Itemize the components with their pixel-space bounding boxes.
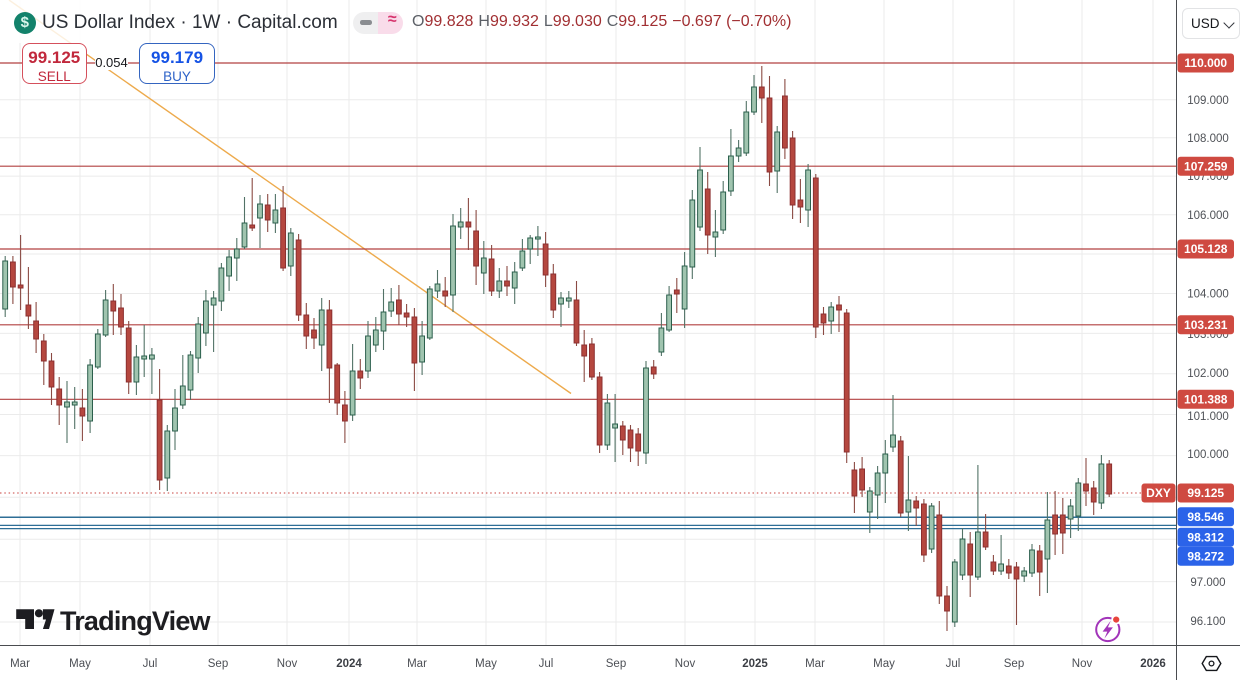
svg-text:May: May (69, 658, 91, 670)
svg-text:DXY: DXY (1146, 486, 1171, 500)
svg-text:108.000: 108.000 (1187, 133, 1229, 145)
svg-text:110.000: 110.000 (1184, 56, 1227, 70)
svg-text:Nov: Nov (1072, 658, 1093, 670)
svg-text:Nov: Nov (277, 658, 298, 670)
svg-text:Jul: Jul (539, 658, 554, 670)
svg-text:Nov: Nov (675, 658, 696, 670)
svg-text:2024: 2024 (336, 658, 362, 670)
svg-text:Sep: Sep (1004, 658, 1024, 670)
svg-text:2026: 2026 (1140, 658, 1166, 670)
svg-text:100.000: 100.000 (1187, 449, 1229, 461)
svg-text:98.546: 98.546 (1187, 510, 1224, 524)
svg-text:101.000: 101.000 (1187, 411, 1229, 423)
svg-text:Jul: Jul (946, 658, 961, 670)
svg-text:Sep: Sep (606, 658, 626, 670)
svg-text:Mar: Mar (10, 658, 30, 670)
svg-text:109.000: 109.000 (1187, 95, 1229, 107)
svg-text:99.125: 99.125 (1187, 486, 1224, 500)
svg-text:101.388: 101.388 (1184, 393, 1228, 407)
svg-text:107.259: 107.259 (1184, 159, 1228, 173)
svg-text:Mar: Mar (805, 658, 825, 670)
svg-text:105.128: 105.128 (1184, 242, 1228, 256)
svg-text:98.312: 98.312 (1187, 531, 1224, 545)
svg-text:Mar: Mar (407, 658, 427, 670)
svg-text:96.100: 96.100 (1190, 616, 1225, 628)
svg-text:104.000: 104.000 (1187, 289, 1229, 301)
svg-text:Sep: Sep (208, 658, 228, 670)
svg-text:106.000: 106.000 (1187, 210, 1229, 222)
svg-text:102.000: 102.000 (1187, 368, 1229, 380)
svg-text:98.272: 98.272 (1187, 550, 1224, 564)
svg-text:2025: 2025 (742, 658, 768, 670)
svg-text:97.000: 97.000 (1190, 577, 1225, 589)
svg-text:Jul: Jul (143, 658, 158, 670)
svg-text:May: May (873, 658, 895, 670)
svg-text:103.231: 103.231 (1184, 318, 1228, 332)
svg-text:May: May (475, 658, 497, 670)
